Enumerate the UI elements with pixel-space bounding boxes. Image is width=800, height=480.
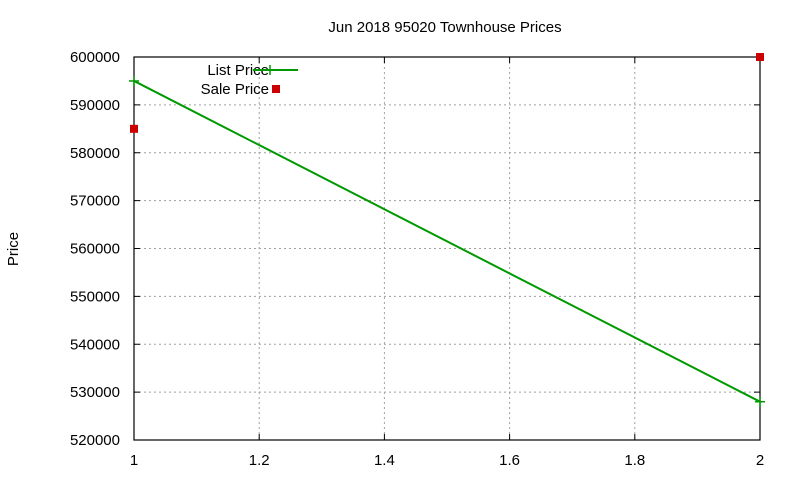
x-tick-label: 1 <box>130 452 138 469</box>
legend-square-swatch <box>272 85 280 93</box>
x-tick-label: 1.8 <box>624 452 645 469</box>
y-tick-label: 530000 <box>70 384 120 401</box>
x-tick-label: 1.6 <box>499 452 520 469</box>
y-tick-label: 550000 <box>70 288 120 305</box>
legend-label: List Price <box>207 62 269 79</box>
y-tick-label: 570000 <box>70 193 120 210</box>
list-price-line <box>133 80 761 403</box>
cross-marker <box>129 75 139 86</box>
x-tick-label: 1.4 <box>374 452 395 469</box>
y-tick-label: 600000 <box>70 49 120 66</box>
x-tick-label: 1.2 <box>249 452 270 469</box>
square-marker <box>756 53 764 61</box>
series <box>129 53 765 407</box>
cross-marker <box>755 396 765 407</box>
y-tick-label: 580000 <box>70 145 120 162</box>
chart-title: Jun 2018 95020 Townhouse Prices <box>328 19 561 36</box>
plot-border <box>133 56 761 441</box>
axes: 1 1.2 1.4 1.6 1.8 2 520000 530000 540000 550000 56… <box>70 49 764 469</box>
legend-label: Sale Price <box>201 81 269 98</box>
square-marker <box>130 124 138 133</box>
y-tick-label: 520000 <box>70 432 120 449</box>
y-tick-label: 540000 <box>70 336 120 353</box>
legend: List Price Sale Price <box>201 62 298 98</box>
grid-lines <box>134 57 760 440</box>
y-tick-label: 590000 <box>70 97 120 114</box>
x-tick-label: 2 <box>756 452 764 469</box>
y-axis-label: Price <box>5 232 22 266</box>
y-tick-label: 560000 <box>70 241 120 258</box>
